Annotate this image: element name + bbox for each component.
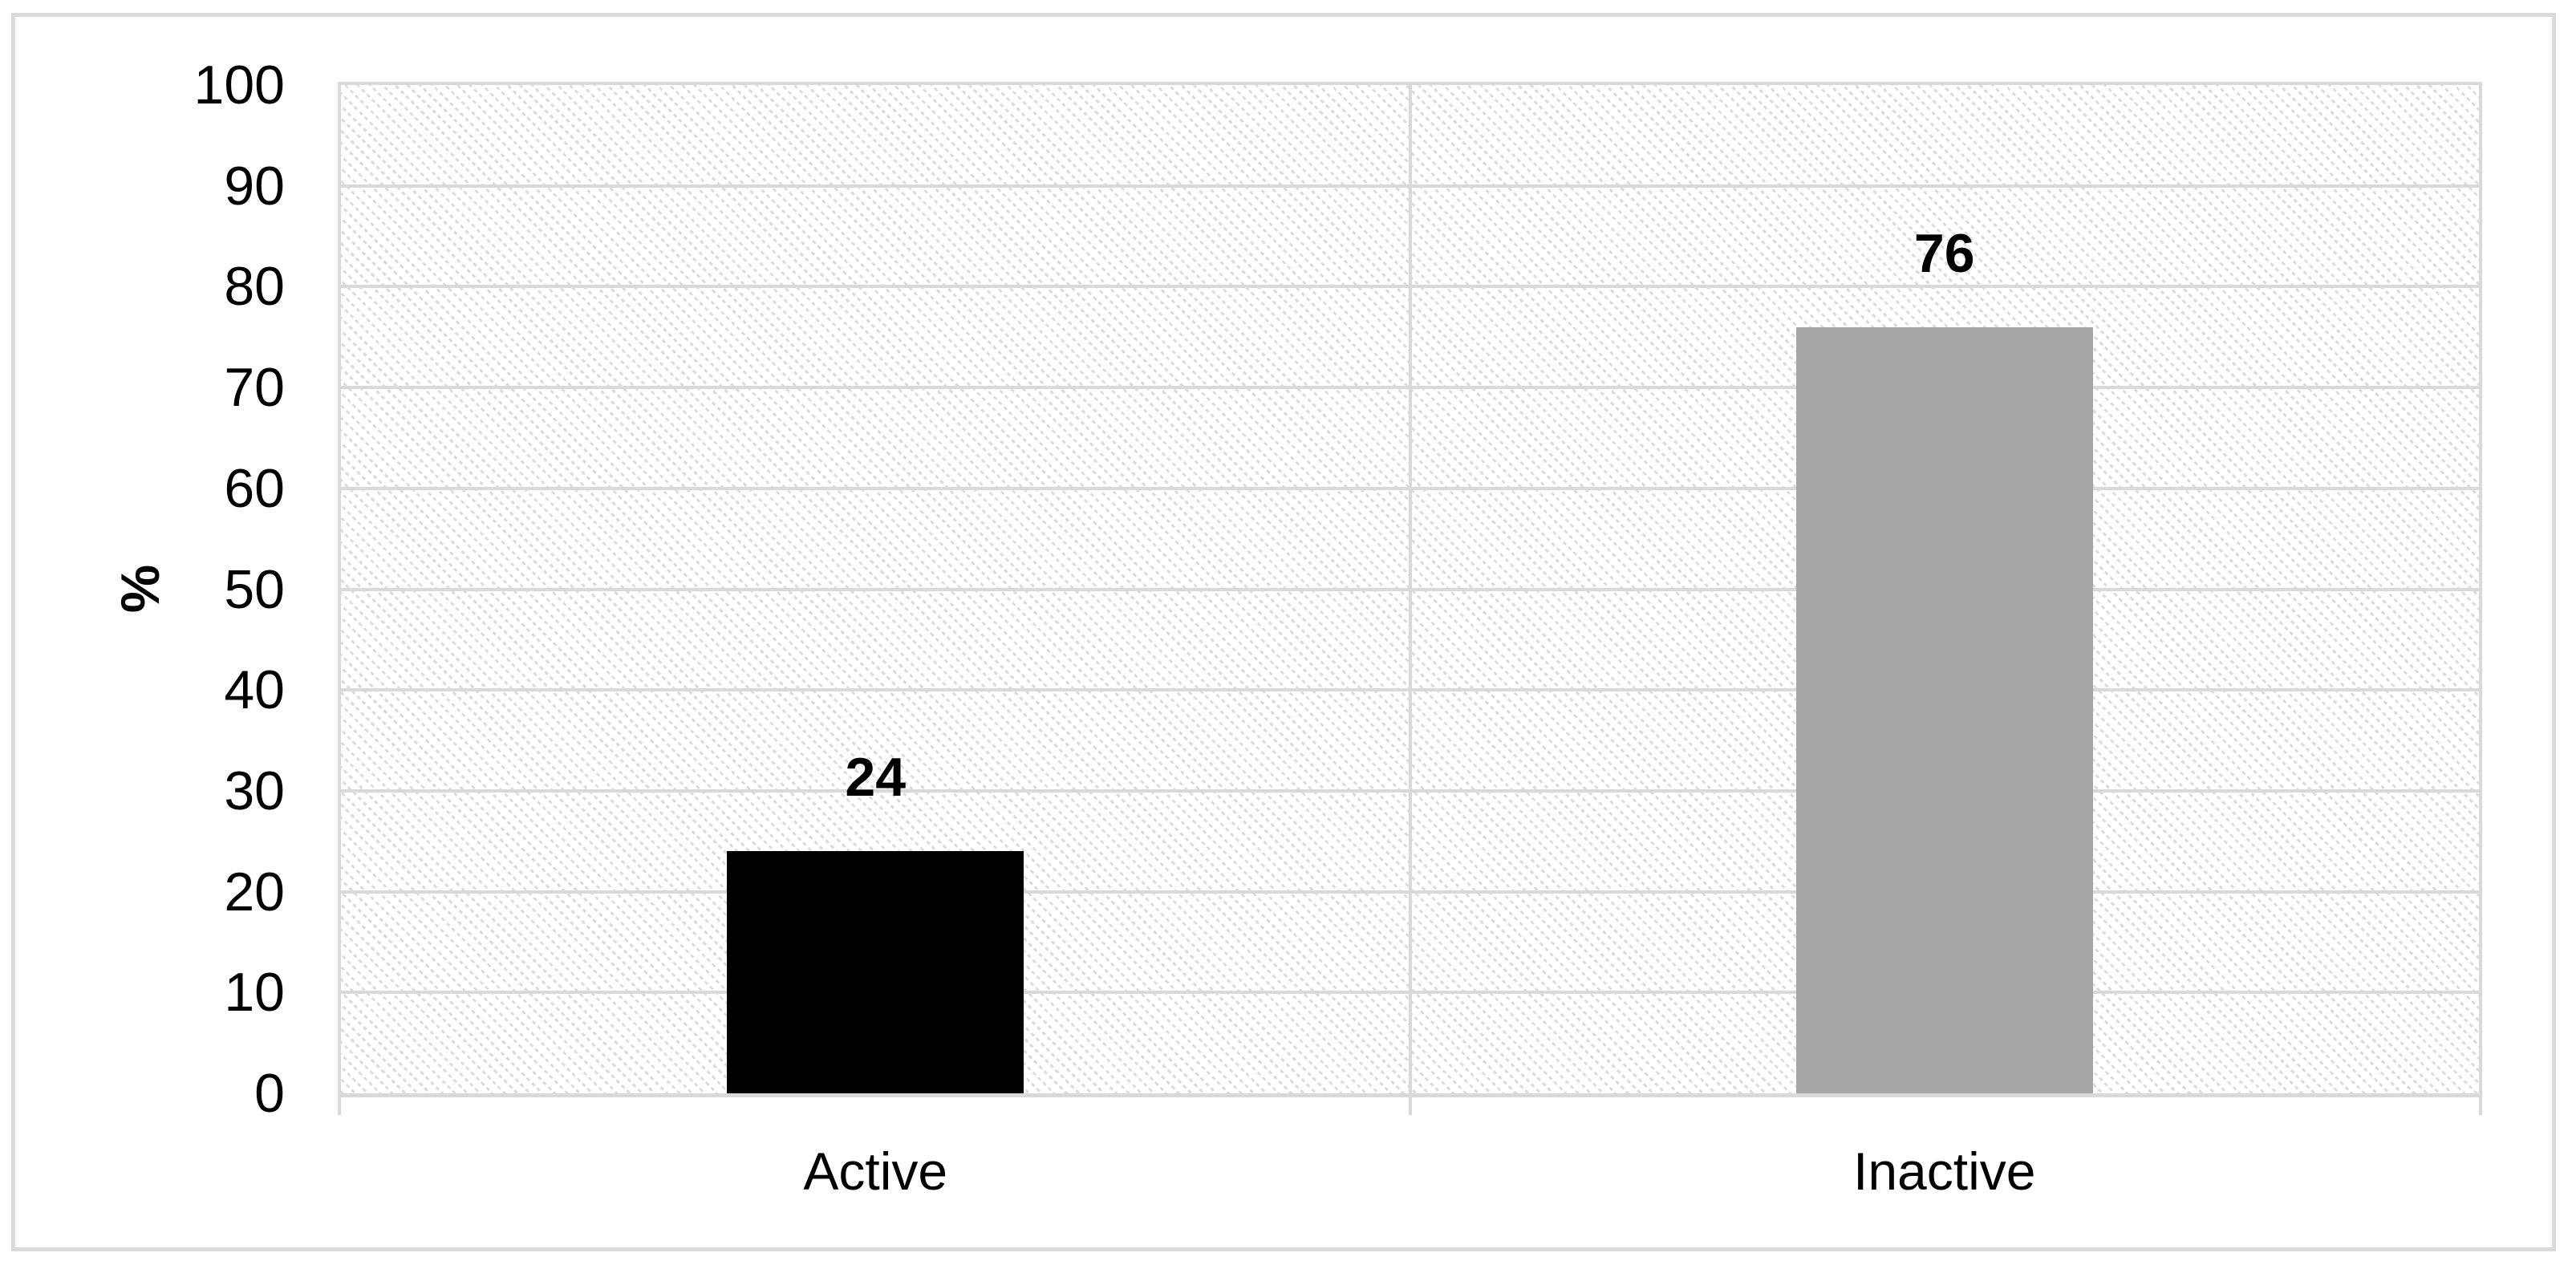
y-tick-label-60: 60	[224, 457, 285, 519]
y-tick-label-30: 30	[224, 760, 285, 821]
y-tick-label-0: 0	[254, 1063, 285, 1124]
axis-tick-middle	[1408, 1097, 1412, 1115]
v-gridline-category-separator	[1408, 85, 1412, 1093]
data-label-inactive: 76	[1913, 222, 1975, 284]
x-category-label-inactive: Inactive	[1853, 1141, 2036, 1201]
x-category-label-active: Active	[803, 1141, 948, 1201]
bar-inactive	[1795, 326, 2093, 1093]
y-tick-label-100: 100	[193, 55, 285, 116]
axis-tick-left	[338, 1097, 341, 1115]
axis-tick-right	[2479, 1097, 2482, 1115]
plot-area: 24 Active 76 Inactive	[338, 82, 2482, 1199]
y-tick-label-20: 20	[224, 861, 285, 922]
y-axis-tick-labels: 0 10 20 30 40 50 60 70 80 90 100	[0, 58, 285, 1121]
y-tick-label-50: 50	[224, 558, 285, 620]
bar-active	[727, 851, 1024, 1093]
y-tick-label-40: 40	[224, 659, 285, 721]
y-tick-label-80: 80	[224, 256, 285, 318]
y-tick-label-70: 70	[224, 357, 285, 419]
y-tick-label-10: 10	[224, 962, 285, 1024]
data-label-active: 24	[845, 747, 907, 809]
y-tick-label-90: 90	[224, 155, 285, 217]
